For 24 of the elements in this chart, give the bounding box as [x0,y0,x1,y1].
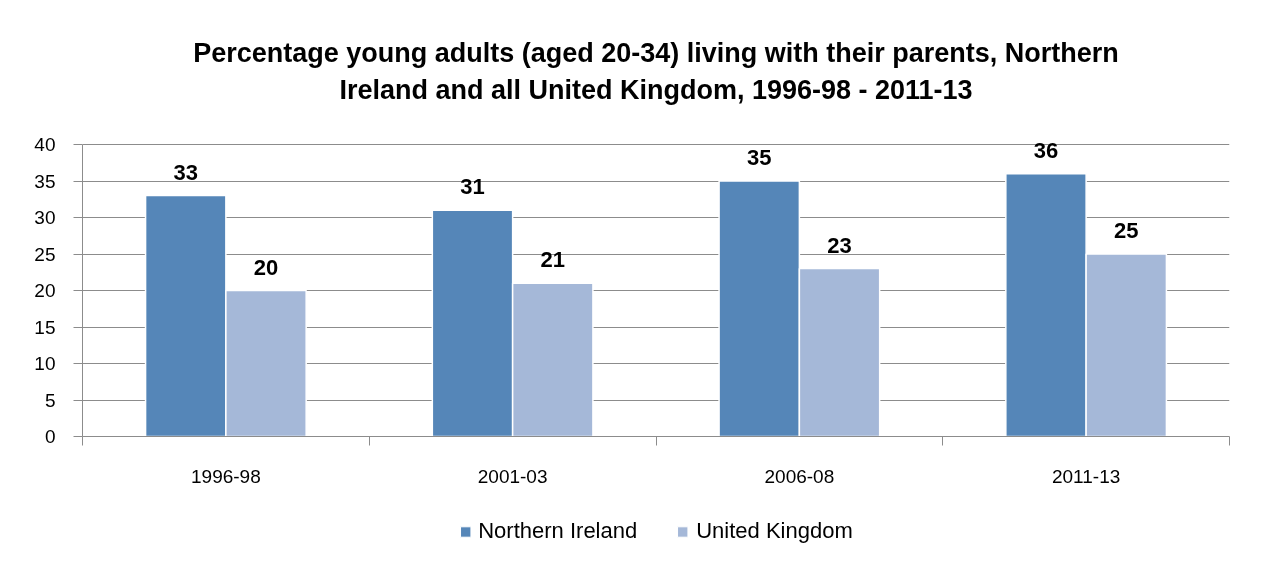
data-label: 31 [460,174,485,200]
data-label: 36 [1033,137,1059,163]
x-tick-label: 1996-98 [191,465,261,487]
y-tick-label: 25 [34,243,56,265]
x-tick-label: 2006-08 [764,465,835,487]
y-tick-label: 20 [34,280,56,301]
y-tick-label: 35 [34,170,56,192]
data-label: 21 [540,247,566,273]
data-label: 35 [746,145,772,170]
y-tick-label: 5 [44,389,56,411]
chart-title: Percentage young adults (aged 20-34) living with their parents, Northern Ireland and all United Kingdom, 1996-98 - 2011-13 [193,37,1119,105]
y-tick-label: 30 [34,207,56,228]
x-tick-label: 2011-13 [1051,465,1121,487]
y-tick-label: 15 [34,316,56,338]
x-tick-label: 2001-03 [477,465,548,487]
y-tick-label: 0 [44,426,56,447]
legend-label: Northern Ireland [478,518,638,544]
legend-label: United Kingdom [696,518,853,544]
y-tick-label: 10 [34,353,56,374]
y-tick-label: 40 [34,134,56,155]
data-label: 20 [253,254,279,280]
data-label: 23 [827,232,852,258]
data-label: 33 [173,159,198,185]
data-label: 25 [1114,218,1139,243]
